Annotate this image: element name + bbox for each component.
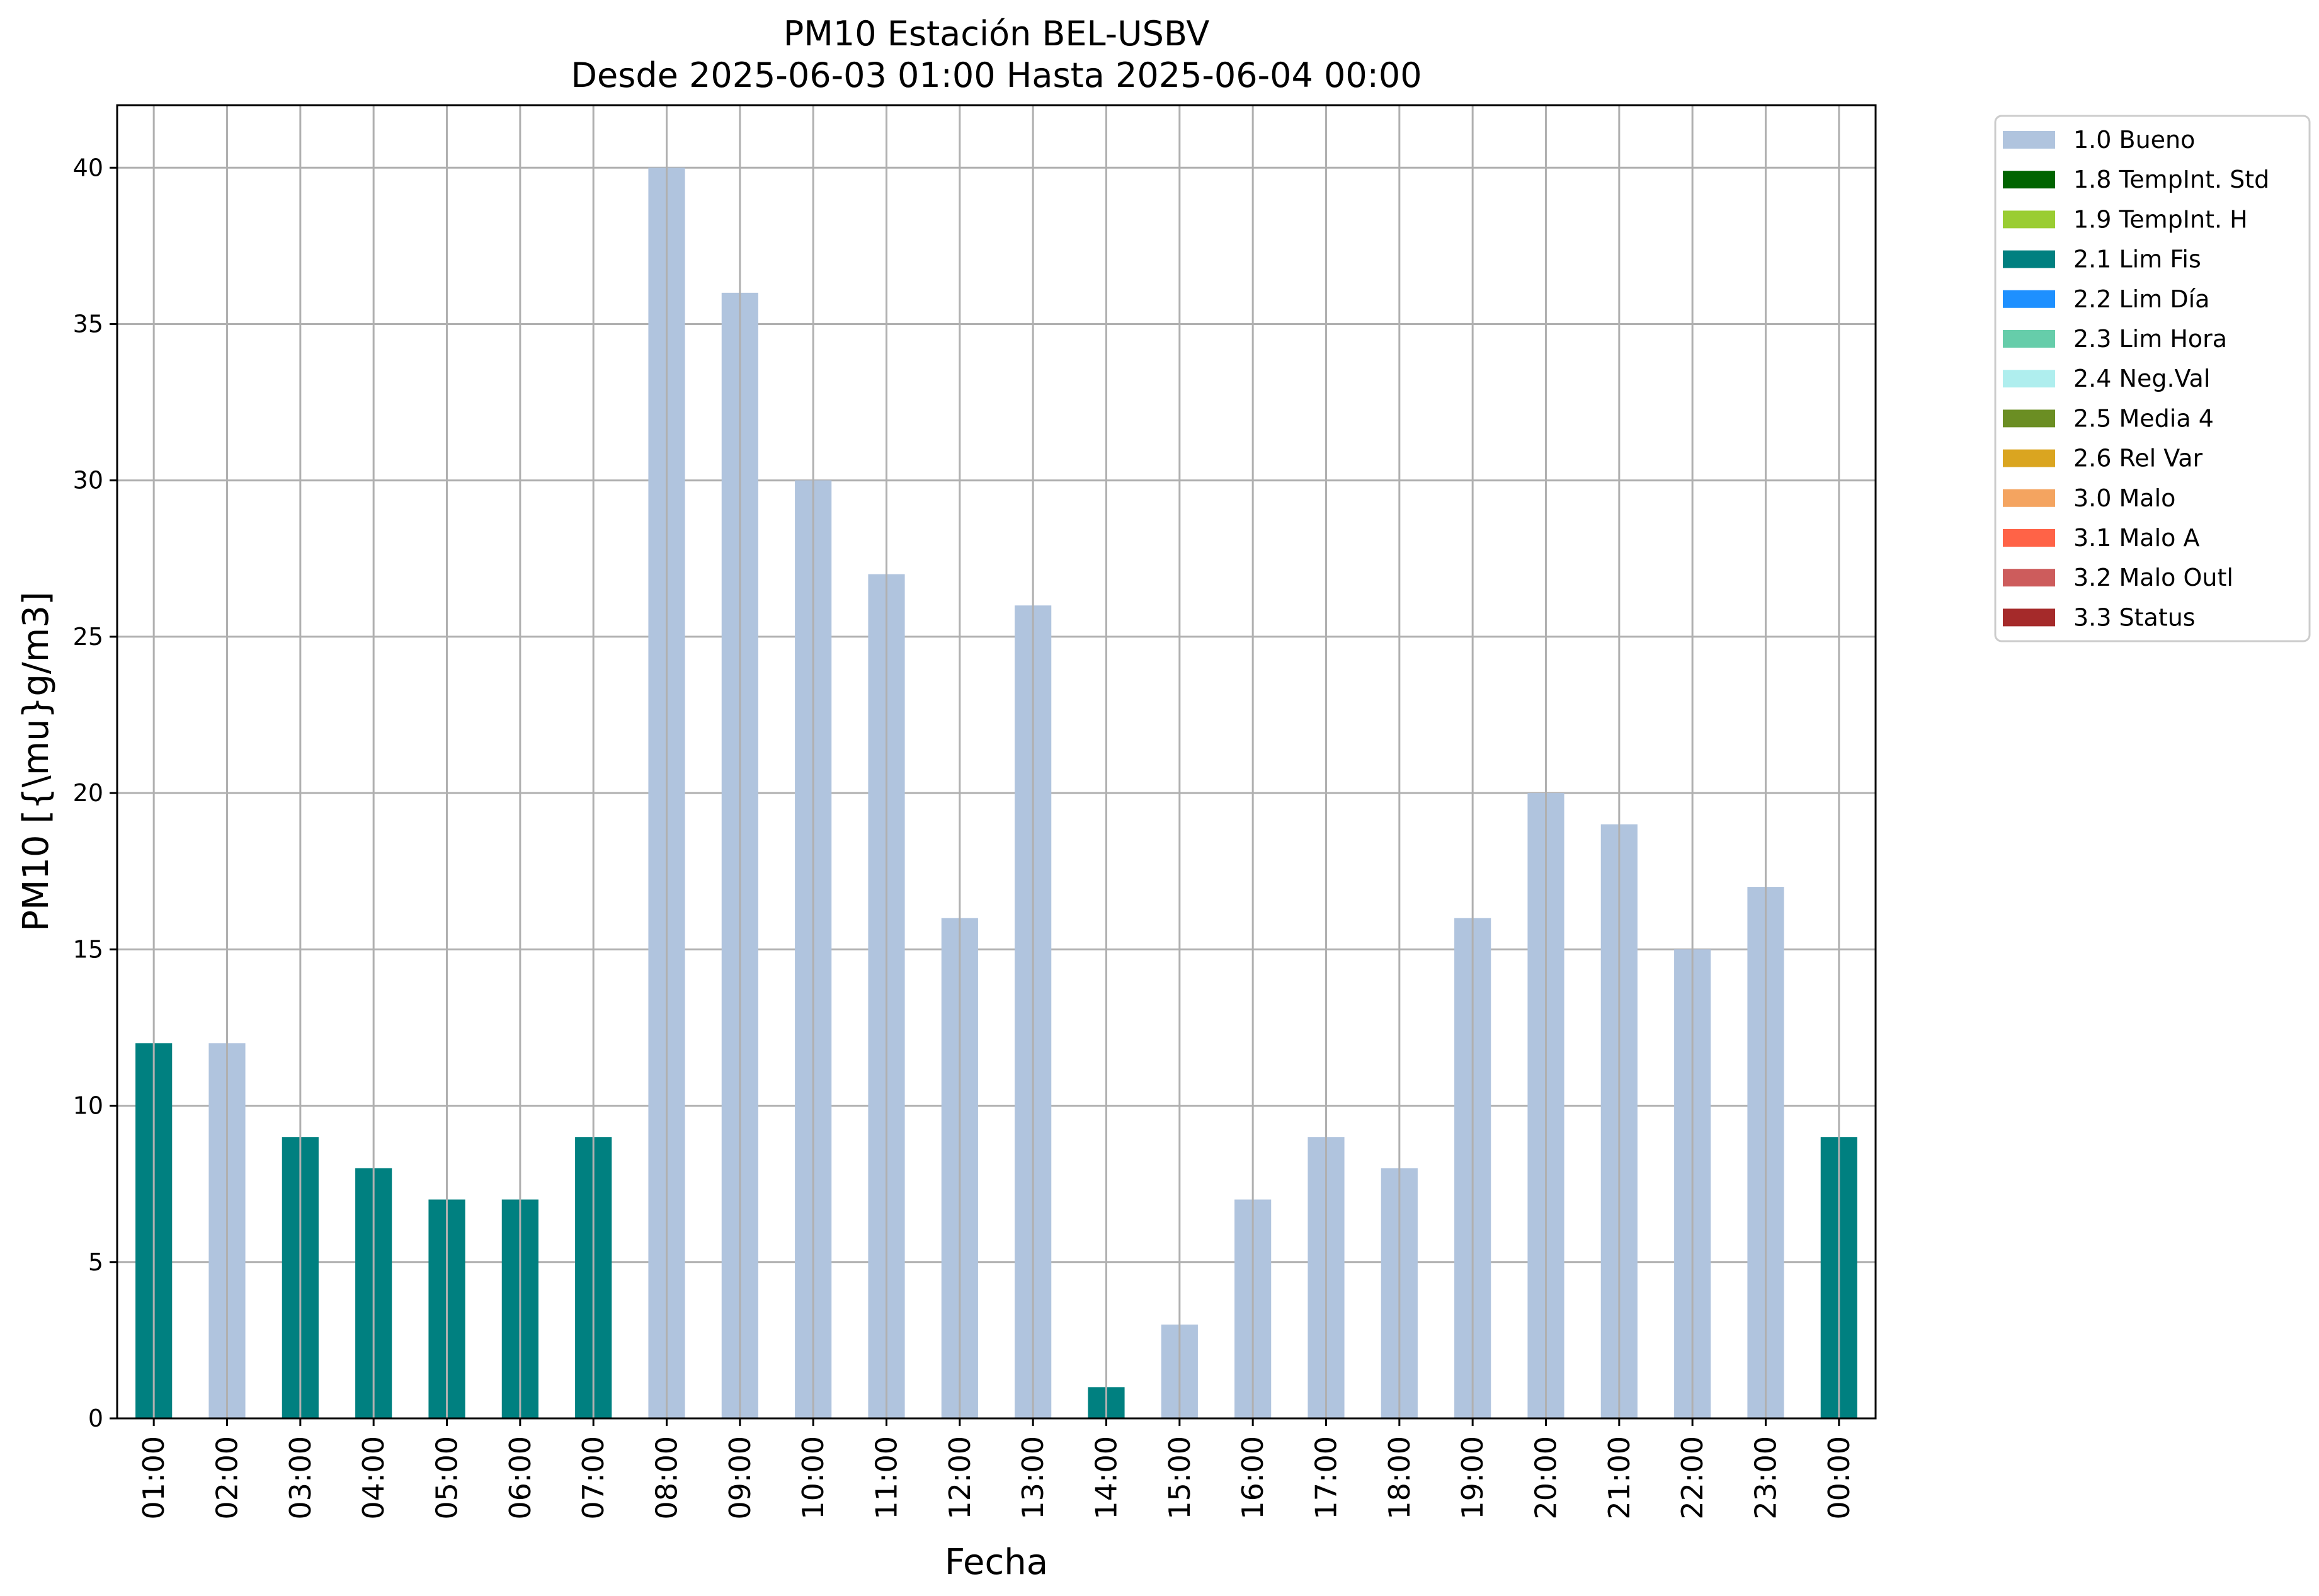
x-tick-label: 18:00 (1382, 1436, 1416, 1520)
legend-label: 3.3 Status (2073, 603, 2196, 631)
x-tick-label: 08:00 (650, 1436, 684, 1520)
x-tick-label: 13:00 (1016, 1436, 1050, 1520)
legend-swatch (2003, 330, 2055, 348)
legend-label: 3.0 Malo (2073, 484, 2175, 512)
y-tick-label: 30 (73, 467, 103, 494)
x-tick-label: 17:00 (1309, 1436, 1343, 1520)
x-tick-label: 11:00 (870, 1436, 904, 1520)
legend-label: 1.8 TempInt. Std (2073, 166, 2269, 193)
x-tick-label: 21:00 (1602, 1436, 1636, 1520)
legend-label: 2.1 Lim Fis (2073, 246, 2201, 273)
y-tick-label: 10 (73, 1092, 103, 1120)
x-tick-label: 07:00 (576, 1436, 610, 1520)
legend-label: 2.5 Media 4 (2073, 404, 2214, 432)
x-tick-label: 00:00 (1822, 1436, 1856, 1520)
y-tick-label: 20 (73, 779, 103, 807)
x-axis-ticks: 01:00 02:00 03:00 04:00 05:00 06:00 07:00 08:00… (137, 1418, 1856, 1520)
legend-swatch (2003, 171, 2055, 189)
legend-label: 2.4 Neg.Val (2073, 365, 2210, 392)
legend-swatch (2003, 210, 2055, 229)
legend-label: 1.0 Bueno (2073, 126, 2195, 154)
legend-label: 3.2 Malo Outl (2073, 564, 2233, 591)
legend-label: 2.2 Lim Día (2073, 285, 2209, 313)
grid-lines (117, 166, 1876, 1420)
legend-swatch (2003, 409, 2055, 428)
legend-frame (1994, 115, 2311, 642)
chart-title: PM10 Estación BEL-USBV (783, 14, 1210, 54)
x-axis-label: Fecha (945, 1542, 1048, 1583)
legend-swatch (2003, 608, 2055, 627)
x-tick-label: 06:00 (503, 1436, 537, 1520)
x-tick-label: 12:00 (943, 1436, 977, 1520)
chart-subtitle: Desde 2025-06-03 01:00 Hasta 2025-06-04 … (571, 55, 1422, 95)
y-axis-ticks: 0 5 10 15 20 25 30 35 40 (73, 154, 117, 1432)
legend-swatch (2003, 250, 2055, 268)
y-tick-label: 0 (88, 1405, 103, 1432)
x-tick-label: 14:00 (1090, 1436, 1124, 1520)
y-tick-label: 5 (88, 1248, 103, 1276)
legend-label: 2.6 Rel Var (2073, 445, 2203, 472)
x-tick-label: 09:00 (723, 1436, 757, 1520)
x-tick-label: 01:00 (137, 1436, 171, 1520)
y-tick-label: 25 (73, 623, 103, 651)
legend-label: 3.1 Malo A (2073, 524, 2199, 552)
y-tick-label: 40 (73, 154, 103, 181)
legend-swatch (2003, 449, 2055, 467)
y-tick-label: 35 (73, 311, 103, 338)
legend-label: 1.9 TempInt. H (2073, 205, 2248, 233)
legend-swatch (2003, 529, 2055, 547)
x-tick-label: 05:00 (430, 1436, 464, 1520)
legend-swatch (2003, 489, 2055, 507)
x-tick-label: 04:00 (356, 1436, 390, 1520)
legend: 1.0 Bueno 1.8 TempInt. Std 1.9 TempInt. H 2… (1994, 115, 2311, 642)
legend-swatch (2003, 131, 2055, 149)
bars (135, 105, 1857, 1419)
x-tick-label: 16:00 (1236, 1436, 1270, 1520)
x-tick-label: 19:00 (1456, 1436, 1490, 1520)
legend-swatch (2003, 290, 2055, 308)
x-tick-label: 23:00 (1749, 1436, 1783, 1520)
y-tick-label: 15 (73, 935, 103, 963)
x-tick-label: 20:00 (1529, 1436, 1563, 1520)
legend-swatch (2003, 569, 2055, 587)
plot-frame (116, 104, 1877, 1420)
x-tick-label: 15:00 (1163, 1436, 1197, 1520)
legend-swatch (2003, 370, 2055, 388)
x-tick-label: 02:00 (210, 1436, 244, 1520)
x-tick-label: 03:00 (283, 1436, 317, 1520)
x-tick-label: 10:00 (796, 1436, 830, 1520)
x-tick-label: 22:00 (1675, 1436, 1709, 1520)
y-axis-label: PM10 [{\mu}g/m3] (16, 591, 57, 932)
legend-label: 2.3 Lim Hora (2073, 325, 2227, 353)
